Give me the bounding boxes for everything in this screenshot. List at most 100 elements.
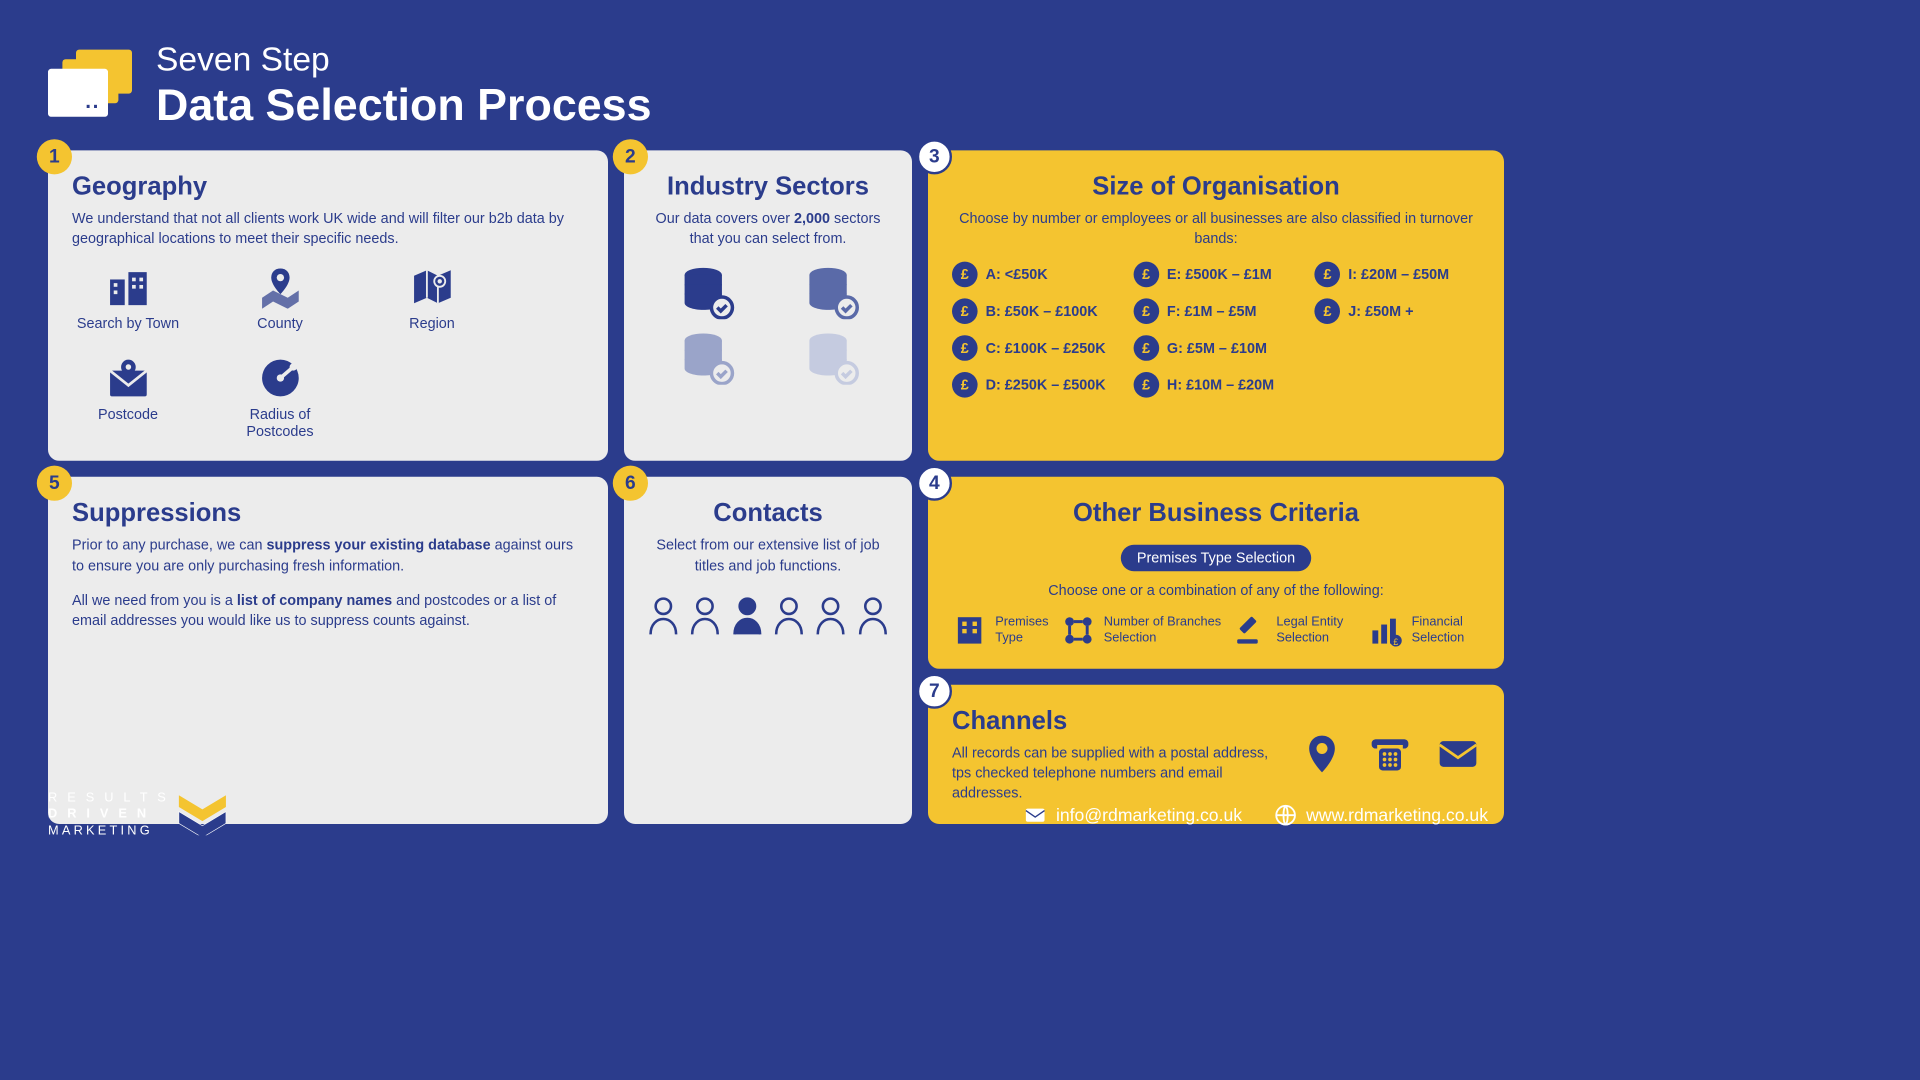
pound-icon: £	[952, 372, 978, 398]
title-line2: Data Selection Process	[156, 78, 652, 130]
other-label: Legal Entity Selection	[1276, 615, 1356, 646]
card-suppressions: 5 Suppressions Prior to any purchase, we…	[48, 477, 608, 824]
step-number: 3	[917, 139, 952, 174]
step-number: 6	[613, 466, 648, 501]
database-icon	[798, 264, 862, 320]
brand-logo: R E S U L T S D R I V E N MARKETING	[48, 790, 227, 840]
band-label: D: £250K – £500K	[986, 377, 1106, 394]
pound-icon: £	[952, 299, 978, 325]
svg-text:£: £	[1394, 637, 1399, 647]
size-band	[1315, 336, 1480, 362]
pound-icon: £	[952, 336, 978, 362]
card-desc-1: Prior to any purchase, we can suppress y…	[72, 536, 584, 576]
card-title: Channels	[952, 705, 1284, 735]
folder-icon	[48, 49, 136, 121]
gavel-icon	[1233, 612, 1268, 647]
geo-item-region: Region	[376, 265, 488, 332]
brand-line1: R E S U L T S	[48, 790, 169, 807]
card-desc-2: All we need from you is a list of compan…	[72, 590, 584, 630]
geo-item-county: County	[224, 265, 336, 332]
other-item-legal: Legal Entity Selection	[1233, 612, 1356, 647]
geo-label: County	[257, 316, 303, 333]
size-band: £ G: £5M – £10M	[1133, 336, 1298, 362]
card-geography: 1 Geography We understand that not all c…	[48, 150, 608, 461]
size-band: £C: £100K – £250K	[952, 336, 1117, 362]
other-label: Financial Selection	[1412, 615, 1480, 646]
geo-label: Postcode	[98, 407, 158, 424]
size-band: £A: <£50K	[952, 262, 1117, 288]
envelope-icon	[1436, 732, 1480, 776]
size-band	[1315, 372, 1480, 398]
step-number: 7	[917, 673, 952, 708]
card-desc: Choose one or a combination of any of th…	[952, 581, 1480, 601]
card-title: Contacts	[648, 498, 888, 528]
page-title: Seven Step Data Selection Process	[156, 40, 652, 130]
database-icon	[798, 329, 862, 385]
geo-label: Search by Town	[77, 316, 179, 333]
pound-icon: £	[1133, 336, 1159, 362]
pound-icon: £	[1133, 262, 1159, 288]
step-number: 2	[613, 139, 648, 174]
band-label: E: £500K – £1M	[1167, 266, 1272, 283]
card-desc: Choose by number or employees or all bus…	[952, 209, 1480, 249]
band-label: B: £50K – £100K	[986, 303, 1098, 320]
size-band: £ E: £500K – £1M	[1133, 262, 1298, 288]
person-icon	[774, 595, 805, 635]
card-desc: Our data covers over 2,000 sectors that …	[648, 209, 888, 249]
geo-item-radius: Radius of Postcodes	[224, 356, 336, 440]
globe-icon	[1274, 804, 1296, 826]
other-label: Number of Branches Selection	[1104, 615, 1221, 646]
chart-icon: £	[1368, 612, 1403, 647]
geo-label: Region	[409, 316, 455, 333]
band-label: I: £20M – £50M	[1348, 266, 1449, 283]
card-title: Suppressions	[72, 498, 584, 528]
card-title: Geography	[72, 171, 584, 201]
band-label: A: <£50K	[986, 266, 1048, 283]
band-label: J: £50M +	[1348, 303, 1413, 320]
footer-web: www.rdmarketing.co.uk	[1274, 804, 1488, 826]
header: Seven Step Data Selection Process	[48, 40, 1488, 130]
band-label: G: £5M – £10M	[1167, 340, 1267, 357]
title-line1: Seven Step	[156, 40, 652, 78]
pound-icon: £	[1133, 372, 1159, 398]
size-band: £I: £20M – £50M	[1315, 262, 1480, 288]
phone-icon	[1368, 732, 1412, 776]
footer-email: info@rdmarketing.co.uk	[1024, 804, 1242, 826]
band-label: F: £1M – £5M	[1167, 303, 1257, 320]
card-contacts: 6 Contacts Select from our extensive lis…	[624, 477, 912, 824]
person-icon	[648, 595, 679, 635]
card-desc: We understand that not all clients work …	[72, 209, 584, 249]
pound-icon: £	[1133, 299, 1159, 325]
size-band: £ D: £250K – £500K	[952, 372, 1117, 398]
card-industry: 2 Industry Sectors Our data covers over …	[624, 150, 912, 461]
branches-icon	[1061, 612, 1096, 647]
other-item-premises: Premises Type	[952, 612, 1049, 647]
other-label: Premises Type	[995, 615, 1048, 646]
person-icon	[857, 595, 888, 635]
size-band: £ F: £1M – £5M	[1133, 299, 1298, 325]
step-number: 5	[37, 466, 72, 501]
footer: R E S U L T S D R I V E N MARKETING info…	[48, 790, 1488, 840]
radius-icon	[258, 356, 302, 400]
size-band: £ B: £50K – £100K	[952, 299, 1117, 325]
buildings-icon	[106, 265, 150, 309]
brand-line2: D R I V E N	[48, 807, 169, 824]
size-band: £ H: £10M – £20M	[1133, 372, 1298, 398]
location-icon	[1300, 732, 1344, 776]
pound-icon: £	[1315, 299, 1341, 325]
card-title: Industry Sectors	[648, 171, 888, 201]
person-icon	[690, 595, 721, 635]
logo-chevron-icon	[179, 795, 227, 835]
person-icon	[815, 595, 846, 635]
geo-label: Radius of Postcodes	[224, 407, 336, 441]
geo-item-postcode: Postcode	[72, 356, 184, 440]
map-icon	[410, 265, 454, 309]
other-item-financial: £ Financial Selection	[1368, 612, 1480, 647]
band-label: H: £10M – £20M	[1167, 377, 1274, 394]
envelope-pin-icon	[106, 356, 150, 400]
step-number: 1	[37, 139, 72, 174]
brand-line3: MARKETING	[48, 823, 169, 840]
envelope-icon	[1024, 804, 1046, 826]
geo-item-town: Search by Town	[72, 265, 184, 332]
size-band: £ J: £50M +	[1315, 299, 1480, 325]
